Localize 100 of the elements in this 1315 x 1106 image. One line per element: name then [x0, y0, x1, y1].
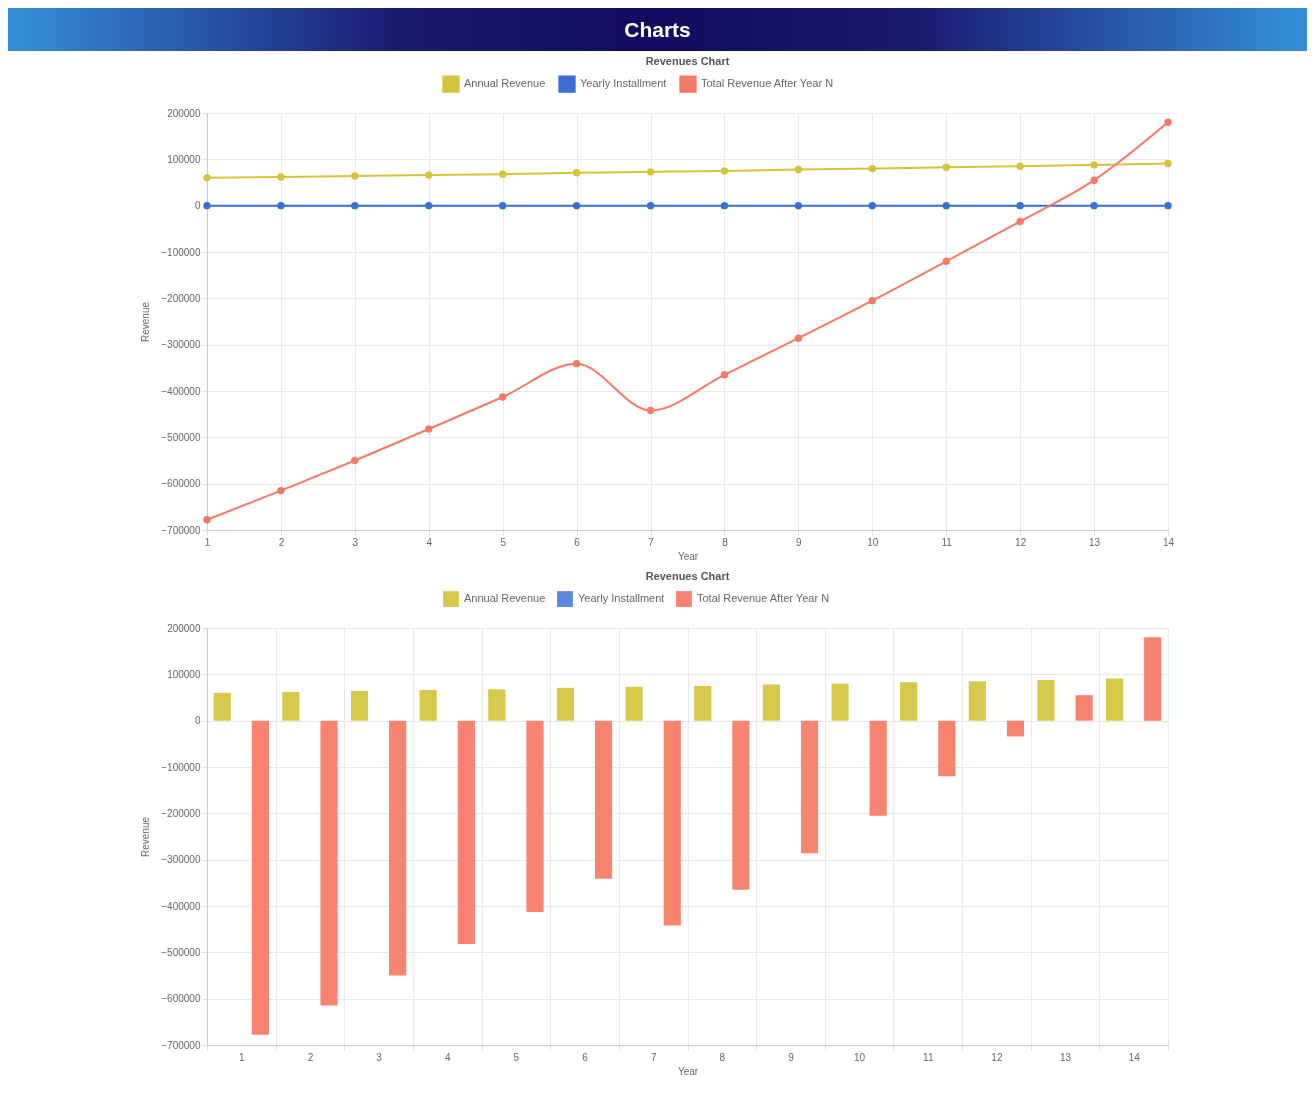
point: [794, 334, 803, 342]
x-tick-label: 12: [1015, 536, 1027, 548]
bar: [595, 720, 613, 879]
legend-label: Annual Revenue: [464, 77, 546, 90]
bar: [1106, 678, 1124, 721]
bar: [350, 691, 369, 721]
bar: [320, 720, 338, 1006]
point: [277, 201, 285, 210]
point: [942, 201, 950, 210]
point: [1164, 201, 1172, 210]
x-tick-label: 8: [719, 1051, 726, 1063]
chart-title: Revenues Chart: [645, 570, 730, 582]
y-tick-label: 100000: [167, 153, 201, 165]
x-axis-title: Year: [677, 1065, 699, 1077]
x-tick-label: 1: [204, 536, 211, 548]
bar: [663, 720, 681, 926]
point: [646, 201, 655, 210]
y-tick-label: −400000: [161, 385, 201, 397]
bar: [625, 686, 643, 721]
bar: [389, 720, 407, 976]
bar: [1144, 637, 1162, 721]
point: [1016, 201, 1024, 210]
bar: [213, 692, 231, 721]
point: [794, 165, 803, 174]
bar: [488, 689, 506, 721]
point: [720, 371, 729, 379]
x-tick-label: 11: [923, 1051, 934, 1063]
bar: [968, 681, 986, 721]
x-tick-label: 2: [278, 536, 285, 548]
point: [942, 163, 950, 171]
x-tick-label: 12: [991, 1051, 1003, 1063]
x-tick-label: 1: [239, 1051, 246, 1063]
point: [868, 164, 877, 173]
point: [942, 257, 950, 265]
x-tick-label: 7: [650, 1051, 657, 1063]
y-tick-label: −500000: [161, 946, 201, 958]
y-tick-label: −500000: [161, 431, 201, 443]
y-tick-label: 200000: [167, 622, 201, 634]
x-tick-label: 3: [352, 536, 359, 548]
bar: [1006, 720, 1025, 737]
y-tick-label: −100000: [161, 246, 201, 258]
legend-label: Yearly Installment: [578, 592, 665, 605]
x-tick-label: 5: [500, 536, 507, 548]
point: [1016, 217, 1024, 226]
point: [720, 201, 729, 210]
point: [277, 173, 285, 181]
point: [498, 393, 507, 401]
bar: [694, 685, 712, 721]
x-tick-label: 10: [854, 1051, 866, 1063]
point: [498, 201, 507, 210]
y-tick-label: 0: [194, 715, 201, 727]
x-tick-label: 3: [376, 1051, 383, 1063]
x-tick-label: 6: [582, 1051, 589, 1063]
point: [794, 201, 803, 210]
x-tick-label: 11: [941, 536, 953, 548]
legend-label: Total Revenue After Year N: [697, 592, 830, 605]
bar: [1075, 695, 1093, 721]
y-tick-label: −600000: [161, 993, 201, 1005]
point: [1090, 161, 1098, 169]
x-tick-label: 13: [1059, 1051, 1072, 1063]
y-tick-label: −100000: [161, 761, 201, 773]
x-tick-label: 5: [513, 1051, 520, 1063]
y-tick-label: 100000: [167, 668, 201, 680]
legend-label: Total Revenue After Year N: [701, 77, 834, 90]
y-tick-label: −300000: [161, 854, 201, 866]
bar: [762, 684, 780, 721]
point: [572, 169, 581, 177]
y-tick-label: −700000: [161, 1039, 201, 1051]
y-tick-label: −200000: [161, 807, 201, 819]
y-tick-label: −200000: [161, 292, 201, 304]
y-tick-label: 0: [194, 200, 201, 212]
point: [425, 425, 433, 433]
x-tick-label: 10: [867, 536, 879, 548]
x-tick-label: 9: [788, 1051, 795, 1063]
point: [351, 172, 359, 180]
bar: [457, 720, 475, 944]
bar: [938, 720, 956, 777]
y-tick-label: −700000: [161, 524, 201, 536]
point: [1090, 201, 1098, 210]
point: [1164, 159, 1172, 168]
text: Charts: [8, 8, 1307, 51]
bar: [251, 720, 269, 1035]
y-axis-title: Revenue: [140, 301, 152, 343]
point: [351, 456, 359, 465]
x-tick-label: 2: [307, 1051, 314, 1063]
x-tick-label: 8: [722, 536, 729, 548]
point: [646, 168, 655, 176]
legend-label: Annual Revenue: [464, 592, 546, 605]
point: [498, 170, 507, 178]
bar: [869, 720, 887, 816]
y-axis-title: Revenue: [140, 816, 152, 858]
bar: [282, 691, 300, 721]
bar: [556, 687, 575, 721]
point: [646, 406, 655, 415]
x-tick-label: 7: [648, 536, 655, 548]
point: [868, 296, 877, 305]
point: [203, 174, 211, 182]
point: [720, 167, 729, 175]
point: [572, 359, 581, 368]
x-tick-label: 9: [796, 536, 803, 548]
